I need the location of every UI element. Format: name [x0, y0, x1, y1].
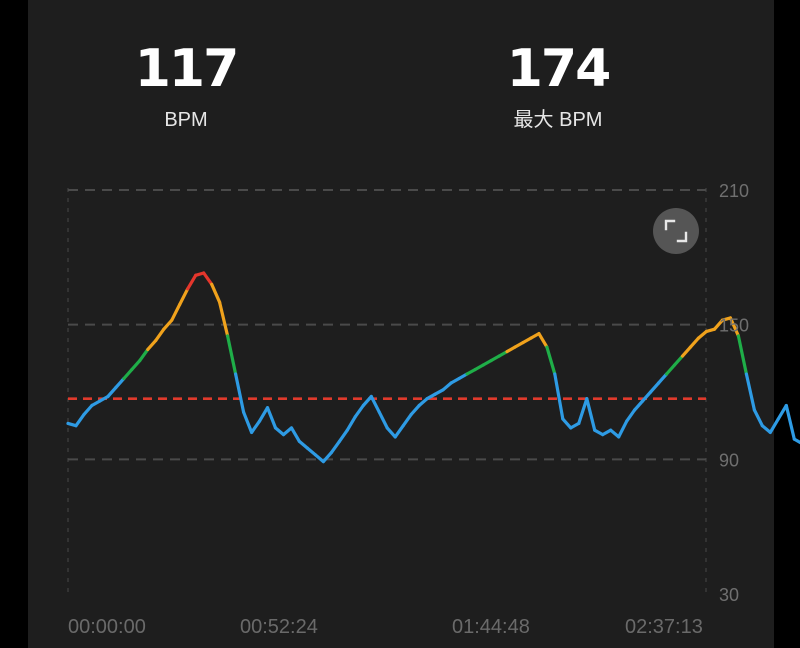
heart-rate-segment — [680, 345, 693, 358]
heart-rate-segment — [74, 412, 86, 428]
heart-rate-segment — [409, 403, 421, 416]
heart-rate-segment — [210, 282, 222, 304]
heart-rate-segment — [154, 327, 166, 342]
max-heart-rate: 174 最大 BPM — [458, 38, 658, 132]
heart-rate-segment — [385, 426, 397, 439]
heart-rate-segment — [162, 318, 174, 331]
heart-rate-segment — [417, 397, 429, 408]
expand-button[interactable] — [653, 208, 699, 254]
heart-rate-segment — [792, 437, 800, 445]
average-heart-rate: 117 BPM — [86, 38, 286, 132]
max-bpm-label: 最大 BPM — [513, 109, 603, 131]
heart-rate-segment — [728, 316, 741, 338]
heart-rate-segment — [242, 410, 254, 434]
heart-rate-segment — [305, 446, 317, 457]
average-bpm-value: 117 — [134, 39, 240, 99]
x-axis-ticks: 00:00:00 00:52:24 01:44:48 02:37:13 — [68, 616, 703, 638]
heart-rate-segment — [178, 287, 190, 307]
average-bpm-label: BPM — [164, 109, 208, 131]
y-tick-label: 210 — [719, 181, 749, 201]
grid-lines — [67, 188, 707, 594]
heart-rate-segment — [784, 403, 796, 441]
heart-rate-segment — [609, 428, 621, 439]
heart-rate-segment — [313, 453, 325, 464]
y-tick-label: 30 — [719, 585, 739, 605]
heart-rate-segment — [625, 408, 637, 423]
heart-rate-segment — [640, 390, 653, 403]
heart-rate-segment — [170, 302, 182, 322]
heart-rate-segment — [202, 271, 214, 286]
heart-rate-segment — [672, 354, 685, 367]
heart-rate-segment — [545, 345, 557, 376]
heart-rate-segment — [234, 372, 246, 414]
heart-rate-segment — [186, 273, 198, 291]
x-tick-label: 02:37:13 — [625, 616, 703, 638]
heart-rate-segment — [377, 410, 389, 430]
heart-rate-segment — [257, 406, 270, 423]
heart-rate-line — [66, 271, 800, 464]
y-tick-label: 150 — [719, 316, 749, 336]
heart-rate-segment — [648, 381, 661, 394]
heart-rate-segment — [329, 439, 341, 455]
heart-rate-segment — [337, 428, 349, 443]
heart-rate-segment — [752, 408, 764, 428]
heart-rate-segment — [768, 417, 780, 434]
heart-rate-segment — [585, 397, 597, 432]
heart-rate-segment — [712, 318, 725, 331]
heart-rate-segment — [760, 424, 772, 434]
heart-rate-segment — [353, 403, 365, 419]
heart-rate-segment — [537, 332, 549, 349]
heart-rate-segment — [617, 419, 629, 439]
max-bpm-value: 174 — [506, 39, 612, 99]
heart-rate-segment — [688, 336, 701, 349]
heart-rate-segment — [138, 347, 150, 363]
heart-rate-segment — [297, 439, 309, 450]
heart-rate-segment — [114, 376, 126, 390]
heart-rate-segment — [744, 372, 757, 412]
heart-rate-segment — [122, 368, 134, 381]
expand-icon — [664, 219, 688, 243]
heart-rate-segment — [664, 363, 677, 376]
heart-rate-segment — [361, 394, 373, 408]
x-tick-label: 01:44:48 — [452, 616, 530, 638]
heart-rate-segment — [218, 300, 230, 338]
heart-rate-segment — [273, 426, 286, 437]
heart-rate-segment — [226, 334, 238, 376]
heart-rate-segment — [736, 334, 749, 376]
heart-rate-segment — [281, 426, 294, 437]
heart-rate-segment — [130, 359, 142, 372]
heart-rate-segment — [553, 372, 565, 421]
heart-rate-segment — [401, 412, 413, 428]
y-axis-ticks: 210 150 90 30 — [719, 181, 749, 605]
heart-rate-segment — [345, 415, 357, 432]
x-tick-label: 00:00:00 — [68, 616, 146, 638]
heart-rate-segment — [250, 419, 262, 434]
heart-rate-segment — [577, 397, 589, 425]
heart-rate-segment — [369, 394, 381, 414]
heart-rate-segment — [776, 403, 788, 421]
heart-rate-segment — [106, 385, 118, 399]
heart-rate-segment — [265, 406, 278, 430]
heart-rate-segment — [441, 381, 453, 392]
heart-rate-segment — [656, 372, 669, 385]
heart-rate-segment — [321, 451, 333, 464]
y-tick-label: 90 — [719, 450, 739, 470]
heart-rate-segment — [561, 417, 573, 430]
heart-rate-segment — [696, 329, 709, 340]
heart-rate-segment — [632, 399, 645, 412]
x-tick-label: 00:52:24 — [240, 616, 318, 638]
heart-rate-segment — [82, 403, 94, 416]
heart-rate-segment — [289, 426, 301, 443]
heart-rate-segment — [146, 338, 158, 351]
heart-rate-segment — [393, 424, 405, 439]
